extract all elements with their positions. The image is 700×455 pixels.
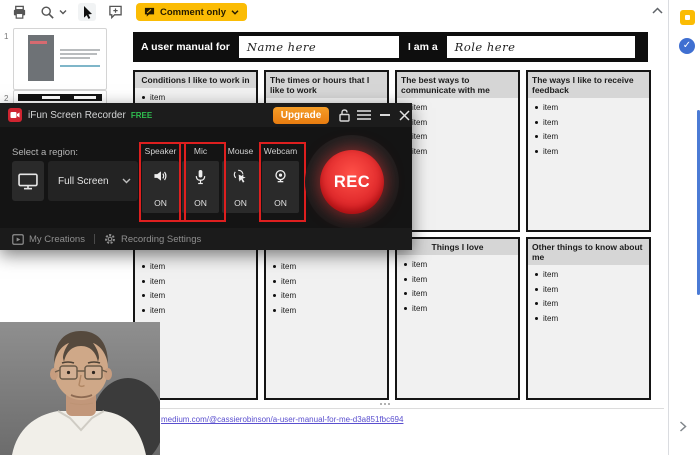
slide-2-number: 2	[4, 94, 9, 103]
add-comment-icon[interactable]	[106, 3, 124, 21]
chevron-down-icon	[122, 178, 131, 184]
free-badge: FREE	[130, 110, 153, 120]
name-field: Name here	[238, 36, 399, 58]
recorder-footer: My Creations Recording Settings	[0, 228, 412, 250]
comments-panel-icon[interactable]	[680, 10, 695, 25]
speaker-state: ON	[154, 198, 167, 208]
column-row2-b: item item item item	[264, 237, 389, 400]
region-dropdown[interactable]: Full Screen	[48, 161, 138, 201]
mic-toggle[interactable]: ON	[182, 161, 219, 213]
column-header: Things I love	[397, 239, 518, 256]
notes-drag-handle[interactable]	[380, 403, 390, 405]
docs-toolbar: Comment only	[0, 0, 668, 25]
mic-icon	[195, 170, 206, 185]
role-value: Role here	[454, 40, 516, 54]
screen-recorder-window: iFun Screen Recorder FREE Upgrade Select…	[0, 103, 412, 250]
rec-label: REC	[333, 172, 371, 191]
rec-button[interactable]: REC	[320, 150, 384, 214]
medium-link[interactable]: medium.com/@cassierobinson/a-user-manual…	[161, 415, 404, 424]
expand-panel-icon[interactable]	[679, 421, 693, 435]
rec-button-ring: REC	[305, 135, 399, 229]
column-header: Conditions I like to work in	[135, 72, 256, 89]
speaker-toggle[interactable]: ON	[142, 161, 179, 213]
recorder-titlebar: iFun Screen Recorder FREE	[0, 103, 412, 127]
scroll-up-icon[interactable]	[648, 2, 666, 18]
footer-divider	[93, 234, 95, 244]
column-header: The best ways to communicate with me	[397, 72, 518, 99]
mic-state: ON	[194, 198, 207, 208]
slide-1-number: 1	[4, 32, 9, 41]
webcam-state: ON	[274, 198, 287, 208]
chevron-down-icon	[231, 9, 239, 15]
webcam-label: Webcam	[263, 146, 298, 156]
manual-label: A user manual for	[141, 41, 230, 53]
column-feedback: The ways I like to receive feedback item…	[526, 70, 651, 232]
creations-icon	[12, 233, 24, 245]
my-creations-label: My Creations	[29, 233, 85, 245]
title-banner: A user manual for Name here I am a Role …	[133, 32, 648, 62]
webcam-icon	[275, 169, 286, 183]
zoom-icon[interactable]	[38, 3, 56, 21]
mic-label: Mic	[193, 146, 208, 156]
comment-only-label: Comment only	[160, 6, 226, 18]
select-cursor-icon[interactable]	[78, 3, 96, 21]
column-other-things: Other things to know about me item item i…	[526, 237, 651, 400]
column-communicate: The best ways to communicate with me ite…	[395, 70, 520, 232]
iam-label: I am a	[407, 41, 438, 53]
webcam-toggle[interactable]: ON	[262, 161, 299, 213]
gear-icon	[104, 234, 115, 244]
close-icon[interactable]	[396, 108, 412, 122]
column-header: The times or hours that I like to work	[266, 72, 387, 99]
minimize-icon[interactable]	[377, 108, 393, 122]
mouse-state: ON	[234, 198, 247, 208]
tasks-check-icon[interactable]: ✓	[679, 38, 695, 54]
speaker-label: Speaker	[144, 146, 177, 156]
speaker-icon	[154, 171, 167, 181]
side-panel	[668, 0, 700, 455]
app-logo-icon	[8, 108, 22, 122]
recording-settings-button[interactable]: Recording Settings	[104, 233, 201, 245]
webcam-video-frame	[0, 322, 160, 455]
recording-settings-label: Recording Settings	[120, 233, 202, 245]
mouse-click-icon	[233, 169, 246, 183]
webcam-preview[interactable]	[0, 322, 160, 455]
select-region-label: Select a region:	[12, 147, 79, 158]
lock-icon[interactable]	[336, 108, 352, 122]
mouse-toggle[interactable]: ON	[222, 161, 259, 213]
slide-1-thumbnail[interactable]	[13, 28, 107, 90]
region-value: Full Screen	[58, 175, 109, 187]
notes-divider	[118, 408, 664, 409]
comment-only-mode-button[interactable]: Comment only	[136, 3, 247, 21]
monitor-icon[interactable]	[12, 161, 44, 201]
slide-canvas: A user manual for Name here I am a Role …	[112, 24, 668, 455]
panel-scrollbar[interactable]	[697, 110, 700, 295]
name-value: Name here	[246, 40, 317, 54]
role-field: Role here	[446, 36, 635, 58]
comment-mode-icon	[144, 7, 155, 17]
my-creations-button[interactable]: My Creations	[12, 234, 85, 245]
app-title: iFun Screen Recorder	[28, 109, 126, 121]
menu-icon[interactable]	[356, 108, 372, 122]
upgrade-button[interactable]: Upgrade	[273, 107, 329, 124]
mouse-label: Mouse	[227, 146, 254, 156]
print-icon[interactable]	[10, 3, 28, 21]
zoom-dropdown-icon[interactable]	[58, 3, 68, 21]
column-header: Other things to know about me	[528, 239, 649, 266]
column-things-love: Things I love item item item item	[395, 237, 520, 400]
column-header: The ways I like to receive feedback	[528, 72, 649, 99]
